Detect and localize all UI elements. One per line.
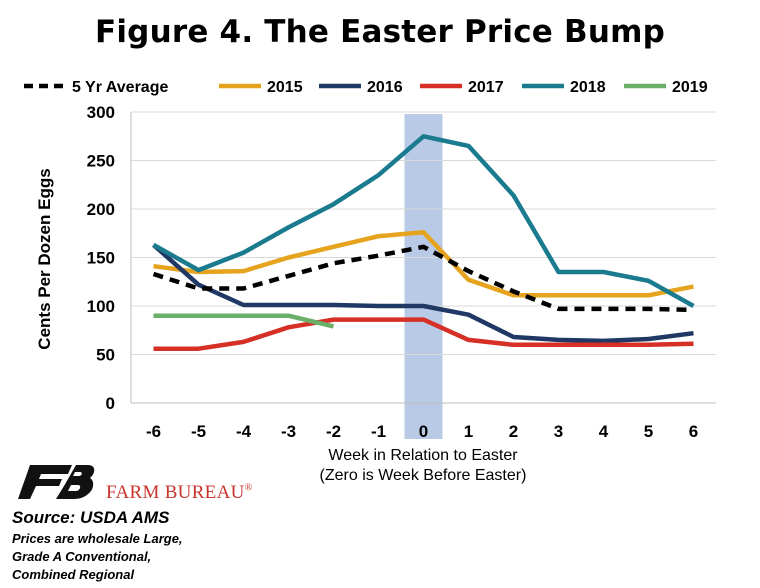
x-axis-label-line-1: Week in Relation to Easter (328, 447, 518, 464)
x-tick-label: -6 (146, 422, 161, 441)
source-note: Source: USDA AMS (12, 508, 170, 527)
y-tick-label: 100 (87, 297, 115, 316)
series-line-2016 (152, 243, 694, 344)
x-axis-label-line-2: (Zero is Week Before Easter) (320, 467, 527, 484)
x-tick-label: -4 (236, 422, 252, 441)
x-tick-label: 2 (509, 422, 518, 441)
y-tick-label: 150 (87, 249, 115, 268)
y-tick-label: 200 (87, 200, 115, 219)
registered-mark: ® (244, 482, 253, 494)
x-tick-label: -1 (371, 422, 386, 441)
y-tick-label: 0 (106, 394, 115, 413)
price-note-line-1: Prices are wholesale Large, (12, 531, 183, 546)
farm-bureau-wordmark: FARM BUREAU® (106, 482, 253, 504)
x-tick-label: -3 (281, 422, 296, 441)
legend-label: 2018 (570, 79, 606, 96)
x-tick-label: 3 (554, 422, 563, 441)
x-tick-label: 5 (644, 422, 653, 441)
series-line-2015 (153, 230, 694, 298)
farm-bureau-logo-icon (18, 465, 95, 499)
legend-item-2017: 2017 (420, 79, 504, 96)
price-note-line-2: Grade A Conventional, (12, 549, 152, 564)
legend-item-2018: 2018 (522, 79, 606, 96)
series-line-2018 (152, 134, 695, 308)
x-tick-label: 0 (419, 422, 428, 441)
y-tick-label: 300 (87, 103, 115, 122)
y-tick-label: 250 (87, 152, 115, 171)
legend-item-2016: 2016 (319, 79, 403, 96)
y-axis-label: Cents Per Dozen Eggs (35, 168, 54, 349)
price-note-line-3: Combined Regional (12, 567, 135, 582)
y-tick-label: 50 (96, 346, 115, 365)
easter-week-highlight-band (404, 114, 443, 439)
legend-item-2019: 2019 (624, 79, 708, 96)
series-line-5-yr-average (152, 244, 694, 313)
legend-item-2015: 2015 (219, 79, 303, 96)
legend-item-5-yr-average: 5 Yr Average (24, 79, 168, 96)
x-tick-label: 6 (689, 422, 698, 441)
wordmark-text: FARM BUREAU (106, 482, 245, 503)
x-tick-label: 1 (464, 422, 473, 441)
chart-title: Figure 4. The Easter Price Bump (94, 14, 666, 50)
series-line-2017 (153, 317, 694, 351)
legend-label: 2016 (367, 79, 403, 96)
series-line-2019 (153, 313, 335, 329)
legend-label: 2019 (672, 79, 708, 96)
legend-label: 2015 (267, 79, 303, 96)
legend-label: 2017 (468, 79, 504, 96)
legend-label: 5 Yr Average (72, 79, 168, 96)
x-tick-label: -2 (326, 422, 341, 441)
x-tick-label: 4 (599, 422, 609, 441)
x-tick-label: -5 (191, 422, 206, 441)
